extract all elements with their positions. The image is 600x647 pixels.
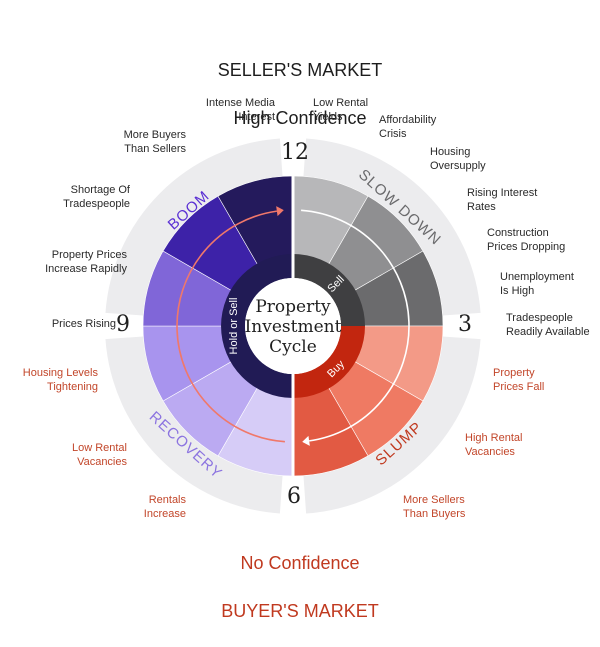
hub-hold-or-sell — [221, 254, 293, 398]
center-title-line2: Investment — [245, 317, 342, 337]
label-prices-rising: Prices Rising — [51, 318, 116, 330]
label-rentals-increase: Rentals Increase — [143, 494, 186, 520]
label-more-sellers: More Sellers Than Buyers — [403, 494, 466, 520]
center-disc — [245, 278, 341, 374]
position-3: 3 — [458, 312, 472, 337]
hub-buy — [293, 326, 365, 398]
label-unemployment: Unemployment Is High — [500, 271, 574, 297]
band-slump — [303, 336, 481, 514]
label-high-rental-vacancies: High Rental Vacancies — [465, 432, 523, 458]
band-boom — [105, 138, 283, 316]
label-housing-oversupply: Housing Oversupply — [430, 146, 486, 172]
label-construction-prices: Construction Prices Dropping — [487, 227, 566, 253]
arrowhead-top — [276, 206, 284, 217]
no-confidence-subtitle: No Confidence — [240, 553, 360, 573]
hub-label-hold-or-sell: Hold or Sell — [228, 298, 240, 355]
band-recovery — [105, 336, 283, 514]
footer-title: No Confidence BUYER'S MARKET — [0, 527, 600, 647]
position-12: 12 — [281, 140, 309, 165]
label-tradespeople-available: Tradespeople Readily Available — [506, 312, 590, 338]
label-more-buyers: More Buyers Than Sellers — [123, 129, 186, 155]
hub-sell — [293, 254, 365, 326]
label-low-rental-yields: Low Rental Yields — [313, 97, 369, 123]
sellers-market-title: SELLER'S MARKET — [217, 60, 383, 80]
label-intense-media: Intense Media Interest — [205, 97, 275, 123]
label-affordability-crisis: Affordability Crisis — [379, 114, 437, 140]
label-shortage-tradespeople: Shortage Of Tradespeople — [63, 184, 130, 210]
label-property-prices-fall: Property Prices Fall — [493, 367, 545, 393]
property-cycle-diagram: Property Investment Cycle Sell Buy Hold or Se… — [0, 34, 600, 621]
position-6: 6 — [287, 484, 301, 509]
buyers-market-title: BUYER'S MARKET — [221, 601, 379, 621]
label-rising-interest-rates: Rising Interest Rates — [467, 187, 538, 213]
band-slow-down — [303, 138, 481, 316]
cycle-arrow-right — [301, 209, 410, 442]
arrowhead-bottom — [302, 435, 310, 446]
center-title-line3: Cycle — [269, 337, 317, 357]
label-housing-tightening: Housing Levels Tightening — [22, 367, 98, 393]
cycle-arrow-left — [176, 210, 285, 443]
header-title: SELLER'S MARKET High Confidence — [0, 34, 600, 154]
center-title-line1: Property — [255, 297, 331, 317]
label-prices-increase-rapidly: Property Prices Increase Rapidly — [45, 249, 127, 275]
position-9: 9 — [116, 312, 130, 337]
label-low-rental-vacancies: Low Rental Vacancies — [71, 442, 127, 468]
high-confidence-subtitle: High Confidence — [233, 108, 367, 128]
